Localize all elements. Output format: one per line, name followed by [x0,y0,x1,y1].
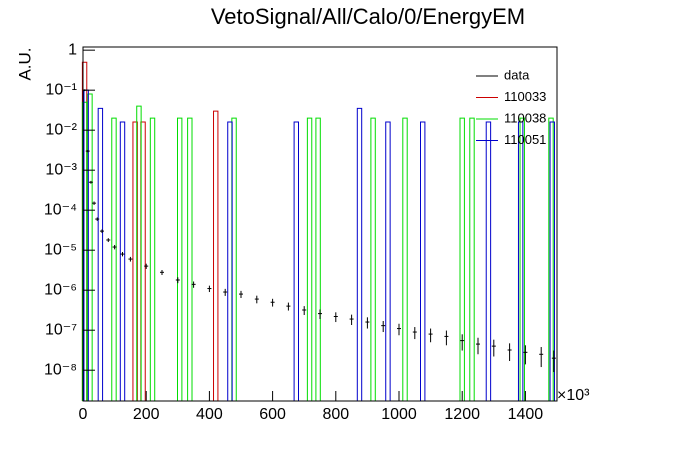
y-tick-label: 10⁻⁸ [44,361,77,378]
histogram-bar [459,117,465,401]
data-point [144,263,149,269]
histogram-bar [485,121,492,401]
y-tick-label: 10⁻⁵ [44,241,77,258]
histogram-bar [187,117,193,401]
x-tick-label: 600 [259,406,286,423]
data-point [412,327,417,340]
y-tick-label: 1 [68,41,77,58]
y-tick-label: 10⁻⁴ [44,201,77,218]
histogram-bar [306,117,313,401]
legend-label: data [504,67,530,82]
data-point [551,350,556,373]
data-point [106,238,111,243]
data-point [99,229,104,233]
data-point [444,330,449,346]
data-point [523,345,528,365]
histogram-bar [420,121,426,401]
plot-frame [82,46,558,402]
x-multiplier: ×10³ [557,387,590,404]
data-point [428,328,433,343]
data-point [476,337,480,355]
histogram-bar [469,117,475,401]
y-tick-label: 10⁻⁷ [45,321,77,338]
x-tick-label: 200 [133,406,160,423]
x-tick-label: 800 [322,406,349,423]
data-point [239,290,243,298]
data-point [128,256,133,262]
y-tick-label: 10⁻⁶ [44,281,77,298]
data-point [160,269,164,275]
data-point [120,252,125,257]
data-point [286,302,291,311]
data-point [95,217,100,221]
histogram-bar [385,121,391,401]
data-point [191,281,196,288]
data-point [92,201,97,205]
histogram-bar [227,121,233,401]
histogram-bar [549,121,555,401]
y-tick-label: 10⁻³ [45,161,77,178]
histogram-bar [293,121,299,401]
data-point [223,288,228,296]
histogram-bar [548,117,554,401]
histogram-bar [370,117,376,401]
data-point [349,314,354,325]
histogram-bar [519,117,525,401]
data-point [539,347,544,368]
data-point [207,285,212,293]
data-point [460,334,465,351]
data-point [365,317,370,329]
chart-title: VetoSignal/All/Calo/0/EnergyEM [211,4,525,29]
histogram-bar [81,101,88,401]
data-point [88,180,93,184]
y-axis-label: A.U. [15,47,34,80]
data-point [507,343,512,361]
histogram-bar [213,110,219,401]
y-tick-label: 10⁻² [45,121,77,138]
data-point [254,295,259,304]
data-point [381,320,386,333]
x-tick-label: 1400 [508,406,544,423]
legend-label: 110033 [504,89,546,104]
histogram-bar [315,117,321,401]
histogram-bar [149,117,156,401]
histogram-bar [111,117,117,401]
x-tick-label: 1200 [444,406,480,423]
histogram-bar [87,93,93,401]
legend-label: 110051 [504,132,546,147]
x-tick-label: 1000 [381,406,417,423]
histogram-bar [97,107,104,401]
data-point [270,298,275,307]
data-point [333,312,338,323]
y-tick-label: 10⁻¹ [45,81,77,98]
x-tick-label: 0 [79,406,88,423]
data-point [397,323,401,336]
histogram-bar [517,121,524,401]
x-tick-label: 400 [196,406,223,423]
data-point [175,277,180,284]
data-point [112,244,117,250]
data-point [85,149,90,153]
histogram-bar [132,121,138,401]
histogram-bar [176,117,183,401]
histogram-bar [136,105,142,401]
histogram-bar [402,117,408,401]
data-point [491,339,496,357]
data-point [318,309,322,320]
histogram-bar [356,107,363,401]
legend-label: 110038 [504,110,546,125]
data-point [302,306,307,315]
histogram-bar [119,121,126,401]
